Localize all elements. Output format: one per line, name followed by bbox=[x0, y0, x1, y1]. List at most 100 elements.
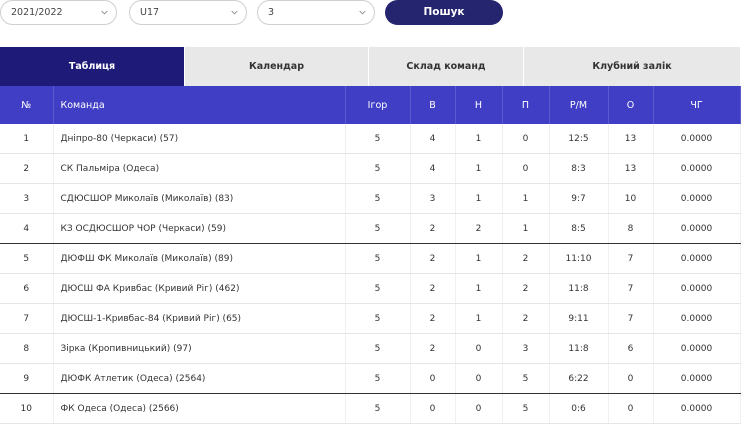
tab-team-rosters[interactable]: Склад команд bbox=[368, 47, 523, 86]
cell-goals: 9:11 bbox=[549, 303, 609, 334]
tab-bar: Таблиця Календар Склад команд Клубний за… bbox=[0, 47, 740, 86]
cell-games: 5 bbox=[345, 183, 411, 214]
season-select[interactable]: 2021/2022 bbox=[0, 0, 117, 25]
cell-games: 5 bbox=[345, 333, 411, 364]
search-button[interactable]: Пошук bbox=[385, 0, 503, 25]
cell-position: 6 bbox=[0, 273, 54, 304]
cell-fair-play: 0.0000 bbox=[653, 393, 741, 424]
cell-points: 13 bbox=[608, 153, 654, 184]
cell-games: 5 bbox=[345, 213, 411, 244]
cell-points: 7 bbox=[608, 273, 654, 304]
cell-wins: 4 bbox=[410, 124, 456, 154]
cell-position: 2 bbox=[0, 153, 54, 184]
cell-losses: 5 bbox=[502, 363, 550, 394]
cell-wins: 2 bbox=[410, 243, 456, 274]
age-group-select[interactable]: U17 bbox=[129, 0, 247, 25]
table-header-row: № Команда Ігор В Н П Р/М О ЧГ bbox=[0, 86, 741, 124]
cell-games: 5 bbox=[345, 273, 411, 304]
cell-fair-play: 0.0000 bbox=[653, 183, 741, 214]
cell-losses: 0 bbox=[502, 124, 550, 154]
cell-fair-play: 0.0000 bbox=[653, 303, 741, 334]
cell-wins: 0 bbox=[410, 393, 456, 424]
cell-position: 5 bbox=[0, 243, 54, 274]
cell-goals: 0:6 bbox=[549, 393, 609, 424]
chevron-down-icon bbox=[231, 10, 238, 15]
chevron-down-icon bbox=[359, 10, 366, 15]
cell-goals: 8:3 bbox=[549, 153, 609, 184]
table-row: 1 Дніпро-80 (Черкаси) (57) 5 4 1 0 12:5 13 0.000… bbox=[0, 124, 741, 154]
chevron-down-icon bbox=[101, 10, 108, 15]
cell-wins: 2 bbox=[410, 333, 456, 364]
cell-losses: 1 bbox=[502, 213, 550, 244]
cell-team: Зірка (Кропивницький) (97) bbox=[53, 333, 346, 364]
cell-fair-play: 0.0000 bbox=[653, 273, 741, 304]
cell-goals: 6:22 bbox=[549, 363, 609, 394]
cell-team: СДЮСШОР Миколаїв (Миколаїв) (83) bbox=[53, 183, 346, 214]
cell-goals: 12:5 bbox=[549, 124, 609, 154]
cell-wins: 3 bbox=[410, 183, 456, 214]
cell-games: 5 bbox=[345, 393, 411, 424]
cell-points: 0 bbox=[608, 393, 654, 424]
cell-games: 5 bbox=[345, 303, 411, 334]
cell-games: 5 bbox=[345, 363, 411, 394]
cell-points: 13 bbox=[608, 124, 654, 154]
cell-team: СК Пальміра (Одеса) bbox=[53, 153, 346, 184]
table-row: 3 СДЮСШОР Миколаїв (Миколаїв) (83) 5 3 1 1 9:7… bbox=[0, 183, 741, 214]
header-wins: В bbox=[410, 86, 456, 124]
cell-losses: 5 bbox=[502, 393, 550, 424]
header-team: Команда bbox=[53, 86, 346, 124]
cell-draws: 1 bbox=[455, 303, 503, 334]
cell-wins: 4 bbox=[410, 153, 456, 184]
cell-goals: 8:5 bbox=[549, 213, 609, 244]
cell-losses: 1 bbox=[502, 183, 550, 214]
cell-wins: 2 bbox=[410, 303, 456, 334]
cell-losses: 2 bbox=[502, 273, 550, 304]
cell-losses: 2 bbox=[502, 243, 550, 274]
cell-position: 3 bbox=[0, 183, 54, 214]
cell-draws: 1 bbox=[455, 153, 503, 184]
table-row: 5 ДЮФШ ФК Миколаїв (Миколаїв) (89) 5 2 1 2 11:… bbox=[0, 243, 741, 274]
cell-losses: 0 bbox=[502, 153, 550, 184]
cell-wins: 0 bbox=[410, 363, 456, 394]
cell-wins: 2 bbox=[410, 273, 456, 304]
standings-table: № Команда Ігор В Н П Р/М О ЧГ 1 Дніпро-80… bbox=[0, 86, 741, 424]
table-row: 2 СК Пальміра (Одеса) 5 4 1 0 8:3 13 0.0000 bbox=[0, 153, 741, 184]
cell-games: 5 bbox=[345, 124, 411, 154]
cell-goals: 9:7 bbox=[549, 183, 609, 214]
cell-fair-play: 0.0000 bbox=[653, 333, 741, 364]
cell-points: 10 bbox=[608, 183, 654, 214]
tab-table[interactable]: Таблиця bbox=[0, 47, 184, 86]
cell-losses: 2 bbox=[502, 303, 550, 334]
cell-draws: 1 bbox=[455, 243, 503, 274]
league-select[interactable]: 3 bbox=[257, 0, 375, 25]
cell-team: ДЮФШ ФК Миколаїв (Миколаїв) (89) bbox=[53, 243, 346, 274]
league-value: 3 bbox=[268, 7, 275, 18]
cell-position: 9 bbox=[0, 363, 54, 394]
header-points: О bbox=[608, 86, 654, 124]
cell-draws: 0 bbox=[455, 363, 503, 394]
tab-club-ranking[interactable]: Клубний залік bbox=[523, 47, 740, 86]
cell-fair-play: 0.0000 bbox=[653, 363, 741, 394]
cell-goals: 11:8 bbox=[549, 333, 609, 364]
filter-bar: 2021/2022 U17 3 Пошук bbox=[0, 0, 745, 28]
cell-position: 4 bbox=[0, 213, 54, 244]
cell-draws: 1 bbox=[455, 273, 503, 304]
cell-games: 5 bbox=[345, 153, 411, 184]
age-group-value: U17 bbox=[140, 7, 160, 18]
cell-position: 8 bbox=[0, 333, 54, 364]
cell-draws: 0 bbox=[455, 393, 503, 424]
header-goals: Р/М bbox=[549, 86, 609, 124]
cell-position: 10 bbox=[0, 393, 54, 424]
table-row: 4 КЗ ОСДЮСШОР ЧОР (Черкаси) (59) 5 2 2 1 8:5 8 0… bbox=[0, 213, 741, 244]
cell-draws: 1 bbox=[455, 124, 503, 154]
cell-fair-play: 0.0000 bbox=[653, 213, 741, 244]
cell-points: 0 bbox=[608, 363, 654, 394]
tab-calendar[interactable]: Календар bbox=[184, 47, 368, 86]
cell-team: КЗ ОСДЮСШОР ЧОР (Черкаси) (59) bbox=[53, 213, 346, 244]
cell-points: 8 bbox=[608, 213, 654, 244]
header-losses: П bbox=[502, 86, 550, 124]
cell-team: ДЮФК Атлетик (Одеса) (2564) bbox=[53, 363, 346, 394]
cell-position: 7 bbox=[0, 303, 54, 334]
table-row: 10 ФК Одеса (Одеса) (2566) 5 0 0 5 0:6 0 0.0000 bbox=[0, 393, 741, 424]
cell-fair-play: 0.0000 bbox=[653, 153, 741, 184]
